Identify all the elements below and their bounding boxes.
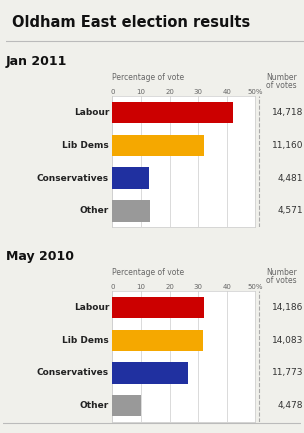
Text: Other: Other bbox=[80, 401, 109, 410]
Text: Percentage of vote: Percentage of vote bbox=[112, 73, 185, 82]
Text: Conservatives: Conservatives bbox=[37, 174, 109, 183]
Text: Jan 2011: Jan 2011 bbox=[6, 55, 67, 68]
Bar bbox=[112, 297, 204, 318]
Text: Percentage of vote: Percentage of vote bbox=[112, 268, 185, 277]
Text: 14,718: 14,718 bbox=[272, 108, 303, 117]
Text: 10: 10 bbox=[136, 89, 146, 95]
Text: Number: Number bbox=[266, 73, 297, 82]
Text: 50%: 50% bbox=[248, 284, 263, 290]
Text: Labour: Labour bbox=[74, 108, 109, 117]
Text: 14,186: 14,186 bbox=[272, 303, 303, 312]
Text: 20: 20 bbox=[165, 284, 174, 290]
Text: 20: 20 bbox=[165, 89, 174, 95]
Text: of votes: of votes bbox=[266, 81, 297, 90]
Text: 50%: 50% bbox=[248, 89, 263, 95]
Bar bbox=[112, 168, 149, 189]
Text: 14,083: 14,083 bbox=[272, 336, 303, 345]
Text: 40: 40 bbox=[222, 89, 231, 95]
Text: 4,571: 4,571 bbox=[278, 207, 303, 216]
Text: Other: Other bbox=[80, 207, 109, 216]
Text: 30: 30 bbox=[194, 89, 203, 95]
Bar bbox=[112, 200, 150, 222]
Text: 0: 0 bbox=[110, 284, 115, 290]
Text: 4,478: 4,478 bbox=[278, 401, 303, 410]
Bar bbox=[112, 362, 188, 384]
Bar bbox=[112, 102, 233, 123]
Text: 0: 0 bbox=[110, 89, 115, 95]
Bar bbox=[112, 135, 204, 156]
Text: 10: 10 bbox=[136, 284, 146, 290]
Text: Lib Dems: Lib Dems bbox=[62, 336, 109, 345]
Text: of votes: of votes bbox=[266, 276, 297, 285]
Text: Oldham East election results: Oldham East election results bbox=[12, 15, 250, 30]
Text: 40: 40 bbox=[222, 284, 231, 290]
Text: Conservatives: Conservatives bbox=[37, 368, 109, 378]
Text: May 2010: May 2010 bbox=[6, 250, 74, 263]
Text: Labour: Labour bbox=[74, 303, 109, 312]
Text: 30: 30 bbox=[194, 284, 203, 290]
Text: 11,773: 11,773 bbox=[271, 368, 303, 378]
Text: Lib Dems: Lib Dems bbox=[62, 141, 109, 150]
Text: 4,481: 4,481 bbox=[278, 174, 303, 183]
Text: 11,160: 11,160 bbox=[271, 141, 303, 150]
Text: Number: Number bbox=[266, 268, 297, 277]
Bar bbox=[112, 395, 141, 417]
Bar bbox=[112, 330, 203, 351]
